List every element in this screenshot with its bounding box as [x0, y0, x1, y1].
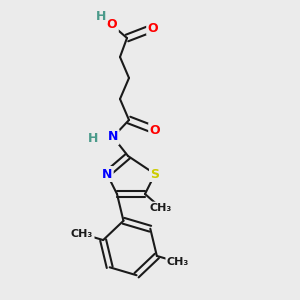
Text: H: H [96, 10, 106, 22]
Text: N: N [108, 130, 118, 143]
Text: N: N [102, 167, 112, 181]
Text: CH₃: CH₃ [150, 203, 172, 213]
Text: H: H [88, 131, 98, 145]
Text: O: O [148, 22, 158, 34]
Text: CH₃: CH₃ [71, 229, 93, 239]
Text: O: O [150, 124, 160, 136]
Text: O: O [107, 19, 117, 32]
Text: S: S [151, 167, 160, 181]
Text: CH₃: CH₃ [167, 257, 189, 267]
